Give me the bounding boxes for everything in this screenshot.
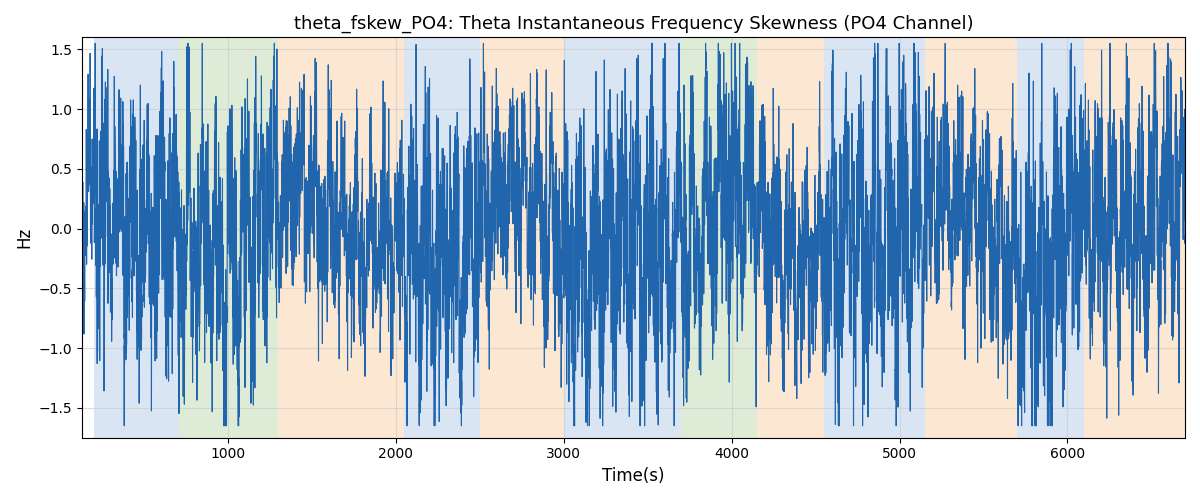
Bar [1018, 38, 1085, 438]
Bar [682, 38, 757, 438]
Bar [1085, 38, 1184, 438]
Bar [564, 38, 682, 438]
Bar [925, 38, 1018, 438]
Bar [404, 38, 480, 438]
Y-axis label: Hz: Hz [14, 227, 32, 248]
Bar [824, 38, 925, 438]
Title: theta_fskew_PO4: Theta Instantaneous Frequency Skewness (PO4 Channel): theta_fskew_PO4: Theta Instantaneous Fre… [294, 15, 973, 34]
Bar [278, 38, 404, 438]
Bar [178, 38, 278, 438]
Bar [757, 38, 824, 438]
Bar [94, 38, 178, 438]
Bar [480, 38, 564, 438]
X-axis label: Time(s): Time(s) [602, 467, 665, 485]
